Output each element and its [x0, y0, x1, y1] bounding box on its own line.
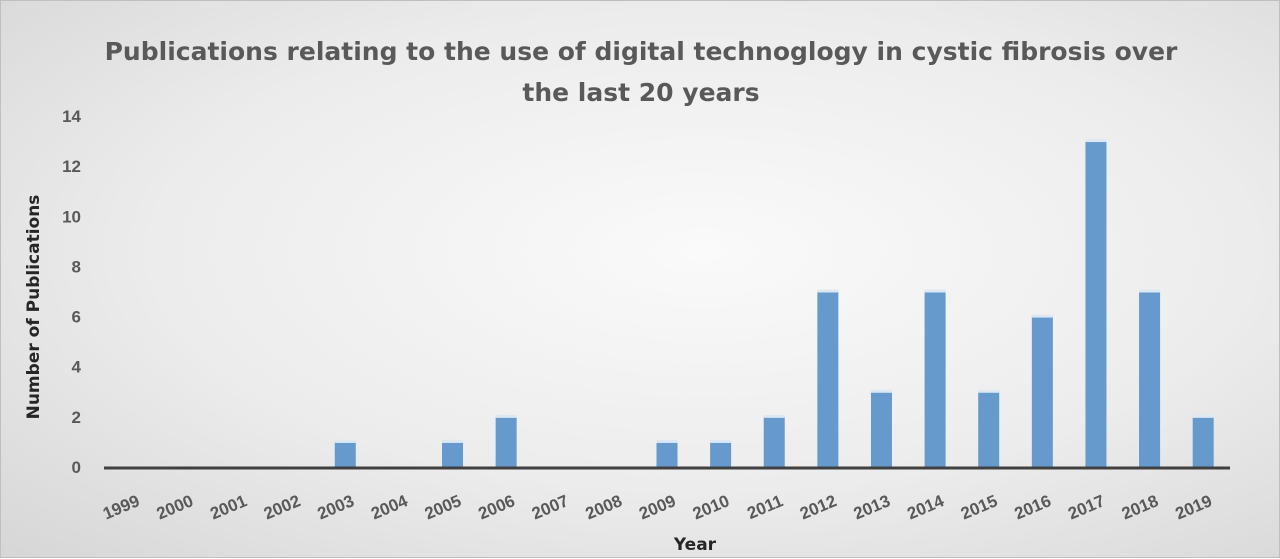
bar-2009: [656, 441, 678, 467]
x-tick-label: 2012: [797, 491, 839, 523]
y-tick-label: 4: [72, 358, 82, 377]
bar-2018: [1139, 291, 1161, 467]
chart-title-line-1: Publications relating to the use of digi…: [105, 37, 1178, 66]
x-tick-label: 2002: [261, 491, 303, 523]
bar-top-2018: [1139, 289, 1161, 293]
y-tick-label: 12: [62, 157, 81, 176]
x-tick-label: 2008: [583, 491, 625, 523]
x-axis-ticks: 1999 2000 2001 2002 2003 2004 2005 2006 2007 2008…: [100, 491, 1215, 523]
bar-2012: [817, 291, 839, 467]
x-tick-label: 2015: [958, 491, 1000, 523]
x-tick-label: 2009: [636, 491, 678, 523]
bar-top-2014: [924, 289, 946, 293]
bar-2019: [1192, 416, 1214, 467]
x-tick-label: 2016: [1012, 491, 1054, 523]
bar-2011: [763, 416, 785, 467]
x-tick-label: 1999: [100, 491, 142, 523]
y-tick-label: 0: [72, 458, 81, 477]
x-tick-label: 2014: [904, 491, 947, 523]
y-tick-label: 14: [62, 107, 81, 126]
y-axis-title: Number of Publications: [24, 195, 44, 420]
bar-2017: [1085, 141, 1107, 468]
x-tick-label: 2005: [422, 491, 464, 523]
bar-top-2017: [1085, 139, 1107, 143]
x-tick-label: 2010: [690, 491, 732, 523]
x-tick-label: 2007: [529, 491, 571, 523]
x-tick-label: 2000: [154, 491, 196, 523]
x-tick-label: 2003: [315, 491, 357, 523]
x-tick-label: 2019: [1173, 491, 1215, 523]
bar-2006: [495, 416, 517, 467]
bar-top-2015: [978, 389, 1000, 393]
bar-top-2016: [1031, 314, 1053, 318]
x-tick-label: 2018: [1119, 491, 1161, 523]
bar-2014: [924, 291, 946, 467]
bar-top-2010: [710, 439, 732, 443]
bar-2005: [442, 441, 464, 467]
chart-title-line-2: the last 20 years: [522, 78, 759, 107]
bar-2015: [978, 391, 1000, 467]
x-tick-label: 2001: [207, 491, 249, 523]
bars-group: [334, 139, 1214, 468]
bar-2010: [710, 441, 732, 467]
y-tick-label: 6: [72, 308, 81, 327]
bar-top-2009: [656, 439, 678, 443]
x-axis-title: Year: [673, 535, 717, 555]
x-tick-label: 2006: [475, 491, 517, 523]
x-tick-label: 2013: [851, 491, 893, 523]
bar-top-2003: [334, 439, 356, 443]
bar-2013: [870, 391, 892, 467]
x-tick-label: 2017: [1065, 491, 1107, 523]
x-tick-label: 2011: [744, 491, 785, 523]
y-tick-label: 8: [72, 257, 81, 276]
bar-2016: [1031, 316, 1053, 467]
bar-top-2011: [763, 414, 785, 418]
bar-top-2006: [495, 414, 517, 418]
y-axis-ticks: 0 2 4 6 8 10 12 14: [62, 107, 81, 477]
bar-top-2012: [817, 289, 839, 293]
bar-2003: [334, 441, 356, 467]
bar-top-2013: [870, 389, 892, 393]
x-tick-label: 2004: [368, 491, 411, 523]
bar-top-2019: [1192, 414, 1214, 418]
y-tick-label: 2: [72, 408, 81, 427]
bar-top-2005: [442, 439, 464, 443]
y-tick-label: 10: [62, 207, 81, 226]
